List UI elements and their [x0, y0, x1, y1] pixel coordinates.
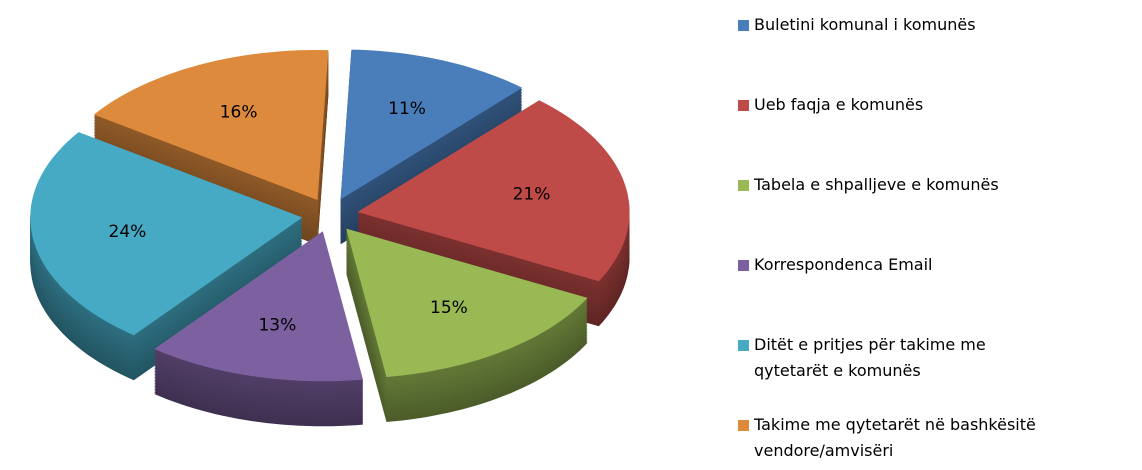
- legend-label: Buletini komunal i komunës: [754, 15, 976, 34]
- legend-swatch: [738, 180, 749, 191]
- legend-entry: Ditët e pritjes për takime me qytetarët …: [738, 332, 1068, 384]
- legend-label: Ditët e pritjes për takime me qytetarët …: [754, 335, 986, 380]
- slice: [357, 100, 630, 282]
- legend-label: Korrespondenca Email: [754, 255, 933, 274]
- data-label: 13%: [258, 315, 296, 335]
- legend-swatch: [738, 20, 749, 31]
- data-label: 21%: [513, 185, 551, 205]
- data-label: 15%: [430, 298, 468, 318]
- pie-area: 11% 21% 15% 13% 24% 16%: [30, 49, 630, 427]
- legend-entry: Ueb faqja e komunës: [738, 92, 1068, 118]
- slice: [93, 50, 329, 200]
- legend-label: Tabela e shpalljeve e komunës: [754, 175, 999, 194]
- slice: [154, 231, 363, 382]
- legend-entry: Buletini komunal i komunës: [738, 12, 1068, 38]
- legend-swatch: [738, 260, 749, 271]
- legend-swatch: [738, 100, 749, 111]
- slice: [340, 49, 523, 200]
- legend-swatch: [738, 420, 749, 431]
- legend-entry: Korrespondenca Email: [738, 252, 1068, 278]
- legend-label: Takime me qytetarët në bashkësitë vendor…: [754, 415, 1036, 460]
- data-label: 11%: [388, 99, 426, 119]
- legend-swatch: [738, 340, 749, 351]
- data-label: 16%: [220, 103, 258, 123]
- legend-entry: Takime me qytetarët në bashkësitë vendor…: [738, 412, 1068, 464]
- slice: [346, 228, 588, 377]
- slice: [30, 132, 303, 336]
- data-label: 24%: [109, 222, 147, 242]
- legend-label: Ueb faqja e komunës: [754, 95, 924, 114]
- legend-entry: Tabela e shpalljeve e komunës: [738, 172, 1068, 198]
